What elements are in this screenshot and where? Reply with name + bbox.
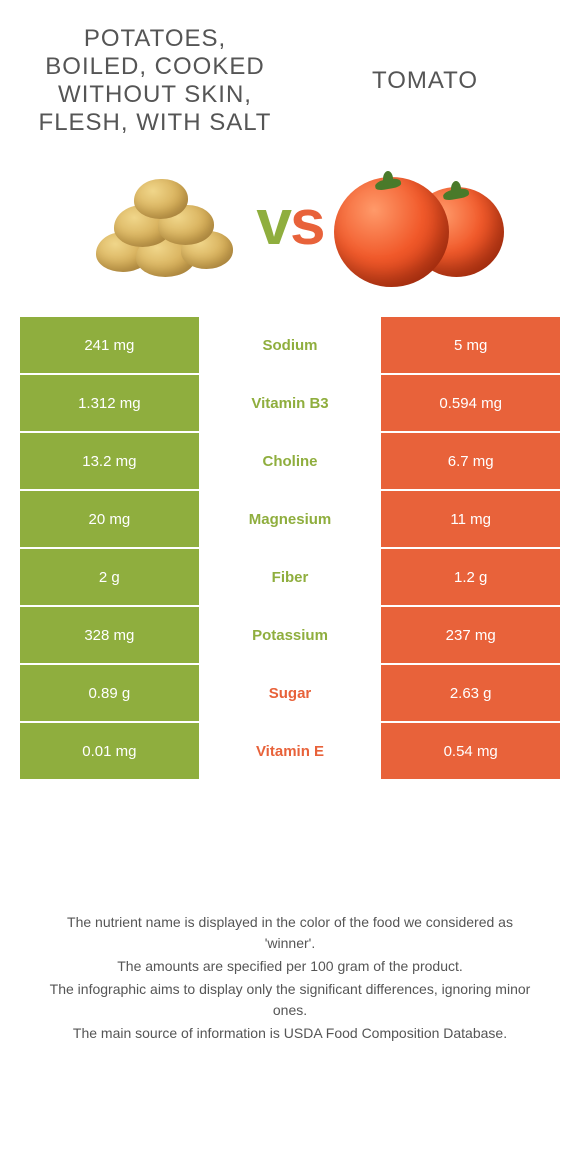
- right-value: 1.2 g: [379, 549, 560, 605]
- table-row: 20 mgMagnesium11 mg: [20, 491, 560, 549]
- header: Potatoes, boiled, cooked without skin, f…: [0, 0, 580, 147]
- table-row: 1.312 mgVitamin B30.594 mg: [20, 375, 560, 433]
- table-row: 2 gFiber1.2 g: [20, 549, 560, 607]
- nutrient-table: 241 mgSodium5 mg1.312 mgVitamin B30.594 …: [0, 317, 580, 781]
- nutrient-name: Vitamin B3: [201, 375, 380, 431]
- right-food-title: Tomato: [304, 67, 547, 95]
- nutrient-name: Choline: [201, 433, 380, 489]
- left-value: 328 mg: [20, 607, 201, 663]
- right-value: 2.63 g: [379, 665, 560, 721]
- vs-v: v: [256, 185, 290, 259]
- nutrient-name: Sodium: [201, 317, 380, 373]
- nutrient-name: Fiber: [201, 549, 380, 605]
- footer-line: The amounts are specified per 100 gram o…: [117, 956, 463, 977]
- right-value: 6.7 mg: [379, 433, 560, 489]
- left-value: 2 g: [20, 549, 201, 605]
- left-food-title: Potatoes, boiled, cooked without skin, f…: [34, 25, 277, 137]
- table-row: 241 mgSodium5 mg: [20, 317, 560, 375]
- right-value: 0.54 mg: [379, 723, 560, 779]
- nutrient-name: Magnesium: [201, 491, 380, 547]
- potato-icon: [86, 167, 236, 277]
- table-row: 0.01 mgVitamin E0.54 mg: [20, 723, 560, 781]
- vs-label: v s: [256, 185, 323, 259]
- tomato-icon: [334, 157, 504, 287]
- table-row: 13.2 mgCholine6.7 mg: [20, 433, 560, 491]
- right-value: 11 mg: [379, 491, 560, 547]
- left-value: 241 mg: [20, 317, 201, 373]
- nutrient-name: Sugar: [201, 665, 380, 721]
- nutrient-name: Vitamin E: [201, 723, 380, 779]
- left-food-image: [76, 157, 246, 287]
- table-row: 328 mgPotassium237 mg: [20, 607, 560, 665]
- footer-line: The infographic aims to display only the…: [40, 979, 540, 1021]
- footer-line: The nutrient name is displayed in the co…: [40, 912, 540, 954]
- footer-line: The main source of information is USDA F…: [73, 1023, 507, 1044]
- right-value: 0.594 mg: [379, 375, 560, 431]
- left-value: 0.89 g: [20, 665, 201, 721]
- left-value: 1.312 mg: [20, 375, 201, 431]
- nutrient-name: Potassium: [201, 607, 380, 663]
- right-value: 5 mg: [379, 317, 560, 373]
- footer-notes: The nutrient name is displayed in the co…: [0, 781, 580, 1174]
- left-value: 20 mg: [20, 491, 201, 547]
- right-food-image: [334, 157, 504, 287]
- left-value: 0.01 mg: [20, 723, 201, 779]
- right-value: 237 mg: [379, 607, 560, 663]
- vs-s: s: [290, 185, 324, 259]
- vs-row: v s: [0, 147, 580, 317]
- left-value: 13.2 mg: [20, 433, 201, 489]
- table-row: 0.89 gSugar2.63 g: [20, 665, 560, 723]
